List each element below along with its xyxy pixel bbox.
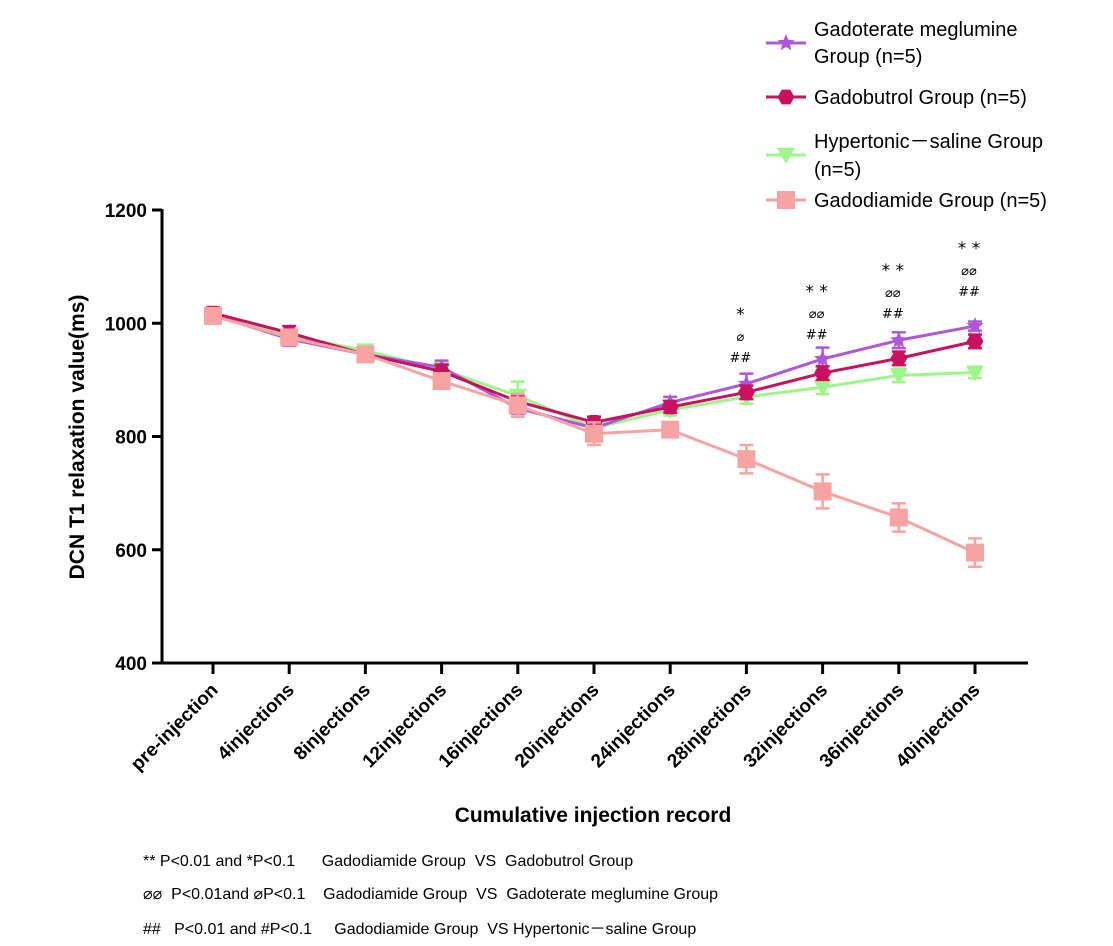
significance-mark: ## (806, 328, 828, 343)
significance-mark: * (736, 305, 745, 325)
y-tick-label: 1000 (105, 314, 147, 335)
data-point (814, 365, 832, 381)
legend-label: Hypertonic－saline Group (814, 131, 1043, 153)
significance-mark: ## (958, 285, 980, 300)
data-point (204, 306, 222, 325)
data-point (814, 349, 832, 367)
annotations: * ⌀ ## * * ⌀⌀ ## * * ⌀⌀ ## * * ⌀⌀ ## (730, 239, 981, 366)
y-axis-label: DCN T1 relaxation value(ms) (66, 295, 89, 580)
data-point (889, 508, 908, 527)
data-point (890, 351, 908, 366)
legend-label: Group (n=5) (814, 46, 922, 68)
legend-marker (777, 34, 795, 51)
significance-mark: ⌀⌀ (809, 307, 825, 322)
data-point (737, 450, 756, 469)
legend-label: Gadoterate meglumine (814, 19, 1017, 41)
legend-item: Hypertonic－saline Group (n=5) (766, 131, 1043, 181)
y-tick-label: 600 (115, 541, 147, 562)
significance-mark: ⌀⌀ (885, 286, 901, 301)
significance-mark: * * (882, 261, 904, 281)
data-point (661, 399, 679, 415)
legend-item: Gadodiamide Group (n=5) (766, 190, 1047, 212)
x-tick-label: pre-injection (127, 680, 222, 775)
legend-marker (777, 89, 795, 105)
significance-mark: ## (882, 307, 904, 322)
significance-mark: ⌀⌀ (961, 264, 977, 279)
data-point (966, 543, 984, 562)
data-point (585, 424, 603, 443)
significance-mark: * * (958, 239, 980, 259)
data-point (966, 317, 984, 334)
data-point (280, 328, 299, 347)
significance-mark: ⌀ (736, 330, 744, 345)
data-point (661, 420, 680, 439)
x-axis-label: Cumulative injection record (455, 804, 732, 827)
data-point (356, 345, 375, 364)
data-point (813, 482, 832, 501)
x-tick-label: 8injections (290, 680, 375, 765)
y-tick-label: 800 (115, 428, 147, 449)
y-tick-label: 1200 (105, 201, 147, 222)
legend-item: Gadoterate meglumine Group (n=5) (766, 19, 1017, 68)
significance-mark: * * (805, 282, 827, 302)
legend-label: Gadobutrol Group (n=5) (814, 87, 1027, 109)
series-line (212, 313, 976, 430)
footnote-gadobutrol: ** P<0.01 and *P<0.1 Gadodiamide Group V… (143, 853, 634, 870)
y-tick-label: 400 (115, 654, 147, 675)
series-square (204, 306, 984, 568)
x-tick-label: 4injections (214, 680, 299, 765)
legend-marker (777, 148, 795, 164)
legend-item: Gadobutrol Group (n=5) (766, 87, 1027, 109)
significance-mark: ## (730, 351, 752, 366)
legend: Gadoterate meglumine Group (n=5) Gadobutro… (766, 19, 1047, 212)
footnote-hypertonic: ## P<0.01 and #P<0.1 Gadodiamide Group V… (143, 921, 697, 938)
footnote-gadoterate: ⌀⌀ P<0.01and ⌀P<0.1 Gadodiamide Group VS… (143, 886, 719, 903)
series-layer (204, 305, 984, 568)
data-point (813, 380, 832, 397)
series-line (212, 315, 976, 430)
data-point (432, 372, 451, 391)
legend-marker (777, 191, 795, 209)
series-line (212, 311, 976, 424)
data-point (890, 331, 908, 348)
data-point (508, 396, 527, 415)
data-point (889, 368, 908, 385)
series-hexagon (204, 305, 984, 430)
data-point (966, 365, 984, 382)
legend-label: Gadodiamide Group (n=5) (814, 190, 1047, 212)
data-point (966, 334, 984, 349)
legend-label: (n=5) (814, 159, 861, 181)
data-point (737, 384, 755, 400)
